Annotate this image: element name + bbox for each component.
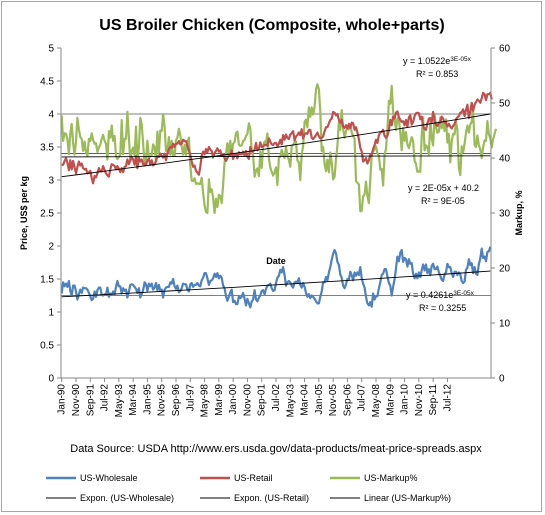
left-tick-label-9: 4.5: [40, 77, 54, 88]
axes: [60, 48, 492, 379]
x-tick-label-5: Mar-94: [128, 384, 139, 416]
trend-equation-1: y = 2E-05x + 40.2: [408, 183, 479, 193]
x-tick-label-21: Jul-07: [357, 384, 368, 412]
legend-label-3: Expon. (US-Wholesale): [80, 493, 174, 503]
x-tick-label-0: Jan-90: [57, 384, 68, 415]
right-tick-label-3: 30: [499, 209, 511, 220]
legend-label-5: Linear (US-Markup%): [364, 493, 451, 503]
legend-label-0: US-Wholesale: [80, 473, 138, 483]
series-line-us-markup: [60, 83, 498, 215]
left-tick-label-1: 0.5: [40, 341, 54, 352]
source-note: Data Source: USDA http://www.ers.usda.go…: [70, 443, 482, 455]
trendlines: [61, 113, 491, 298]
x-tick-label-14: Sep-01: [257, 384, 268, 417]
trend-equation-base-1: y = 2E-05x + 40.2: [408, 183, 479, 193]
right-tick-label-6: 60: [499, 44, 511, 55]
x-tick-label-17: Mar-04: [300, 384, 311, 416]
trend-equation-base-2: y = 0.4261e: [406, 290, 453, 300]
trend-r2-2: R² = 0.3255: [419, 303, 466, 313]
x-tick-label-6: Jan-95: [142, 384, 153, 415]
left-tick-label-3: 1.5: [40, 275, 54, 286]
x-tick-label-13: Nov-00: [242, 384, 253, 417]
trend-equation-0: y = 1.0522e3E-05x: [403, 56, 472, 66]
x-tick-label-9: Jul-97: [185, 384, 196, 412]
trend-equation-exponent-0: 3E-05x: [450, 56, 471, 63]
left-tick-label-0: 0: [48, 374, 54, 385]
trend-r2-1: R² = 9E-05: [421, 196, 465, 206]
left-tick-label-8: 4: [48, 110, 54, 121]
series-line-us-wholesale: [60, 246, 492, 309]
right-tick-label-1: 10: [499, 319, 511, 330]
y-axis-label-right: Markup, %: [514, 190, 524, 235]
left-tick-label-10: 5: [48, 44, 54, 55]
x-tick-label-25: Nov-10: [414, 384, 425, 417]
trend-equation-exponent-2: 3E-05x: [453, 290, 474, 297]
legend-label-1: US-Retail: [234, 473, 273, 483]
left-tick-label-5: 2.5: [40, 209, 54, 220]
y-axis-label-left: Price, US$ per kg: [19, 176, 29, 250]
trend-equation-base-0: y = 1.0522e: [403, 56, 450, 66]
trendline-0: [61, 113, 491, 178]
x-tick-label-23: Mar-09: [385, 384, 396, 416]
trend-equation-2: y = 0.4261e3E-05x: [406, 290, 475, 300]
x-tick-label-7: Nov-95: [157, 384, 168, 417]
x-tick-label-4: May-93: [114, 384, 125, 418]
x-tick-label-22: May-08: [371, 384, 382, 418]
chart-title: US Broiler Chicken (Composite, whole+par…: [99, 17, 444, 34]
x-axis-label: Date: [266, 256, 286, 266]
x-tick-label-11: Mar-99: [214, 384, 225, 416]
x-tick-label-20: Sep-06: [342, 384, 353, 417]
x-tick-label-18: Jan-05: [314, 384, 325, 415]
left-tick-label-7: 3.5: [40, 143, 54, 154]
x-tick-label-8: Sep-96: [171, 384, 182, 417]
x-tick-label-19: Nov-05: [328, 384, 339, 417]
left-tick-label-6: 3: [48, 176, 54, 187]
right-tick-label-2: 20: [499, 264, 511, 275]
right-tick-label-4: 40: [499, 154, 511, 165]
x-tick-label-12: Jan-00: [228, 384, 239, 415]
legend: US-Wholesale US-Retail US-Markup% Expon. (U…: [46, 473, 451, 503]
x-tick-label-3: Jul-92: [100, 384, 111, 412]
legend-label-2: US-Markup%: [364, 473, 418, 483]
x-tick-label-26: Sep-11: [428, 384, 439, 416]
right-axis-ticks: 0 10 20 30 40 50 60: [491, 44, 511, 385]
x-tick-label-16: May-03: [285, 384, 296, 418]
series-lines: [60, 83, 498, 309]
right-tick-label-0: 0: [499, 374, 505, 385]
x-tick-label-10: May-98: [200, 384, 211, 418]
x-tick-label-15: Jul-02: [271, 384, 282, 412]
x-tick-label-27: Jul-12: [442, 384, 453, 412]
trend-r2-0: R² = 0.853: [416, 69, 458, 79]
left-tick-label-2: 1: [48, 308, 54, 319]
left-axis-ticks: 0 0.5 1 1.5 2 2.5 3 3.5 4 4.5 5: [40, 44, 61, 385]
x-tick-label-2: Sep-91: [85, 384, 96, 417]
trendline-1: [61, 155, 491, 158]
x-tick-label-24: Jan-10: [400, 384, 411, 415]
right-tick-label-5: 50: [499, 99, 511, 110]
legend-label-4: Expon. (US-Retail): [234, 493, 309, 503]
trendline-2: [61, 270, 491, 298]
x-axis-ticks: Jan-90 Nov-90 Sep-91 Jul-92 May-93 Mar-94 Jan-…: [57, 378, 453, 418]
left-tick-label-4: 2: [48, 242, 54, 253]
series-line-us-retail: [61, 91, 493, 185]
x-tick-label-1: Nov-90: [71, 384, 82, 417]
